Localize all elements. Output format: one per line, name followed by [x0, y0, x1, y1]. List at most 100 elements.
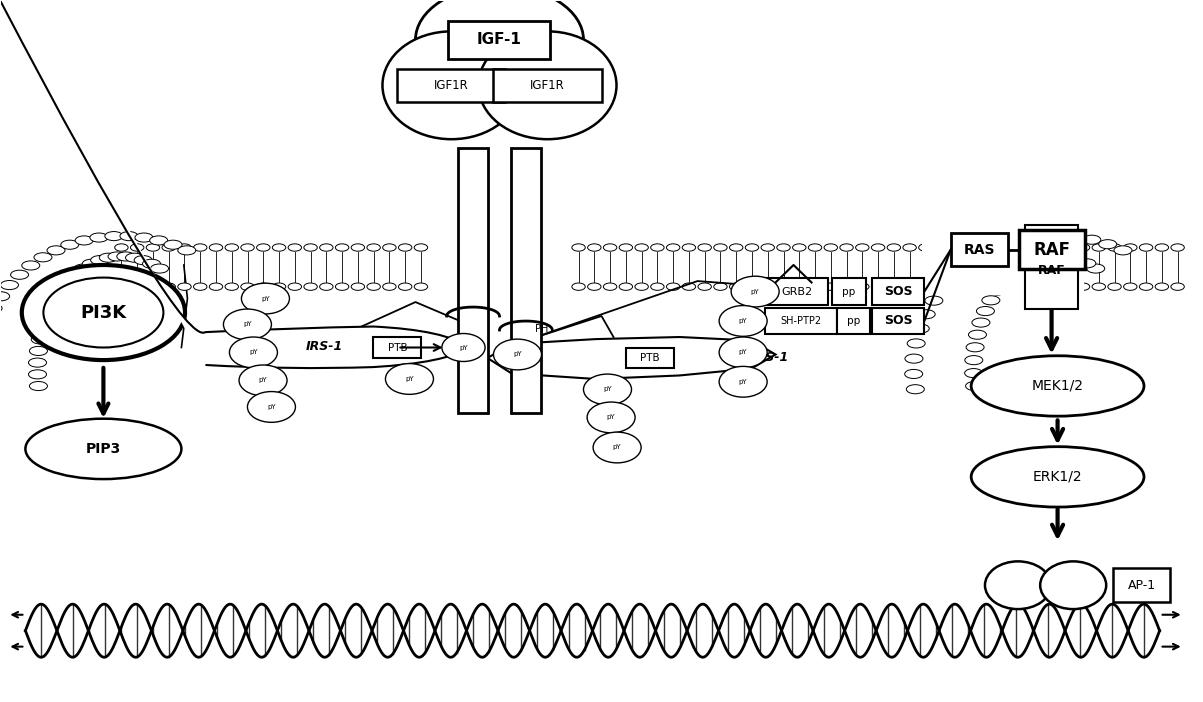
- Bar: [626, 347, 674, 369]
- Ellipse shape: [1061, 283, 1074, 291]
- Ellipse shape: [29, 346, 47, 355]
- Ellipse shape: [209, 244, 223, 251]
- Ellipse shape: [241, 283, 254, 291]
- Ellipse shape: [47, 293, 65, 303]
- Ellipse shape: [966, 244, 979, 251]
- Ellipse shape: [635, 283, 648, 291]
- Text: AP-1: AP-1: [1127, 578, 1156, 592]
- Ellipse shape: [272, 244, 286, 251]
- Ellipse shape: [385, 364, 433, 395]
- Bar: [511, 147, 541, 413]
- Ellipse shape: [903, 244, 917, 251]
- Ellipse shape: [1030, 255, 1048, 264]
- Ellipse shape: [982, 296, 1000, 305]
- Circle shape: [43, 277, 164, 347]
- Ellipse shape: [997, 244, 1011, 251]
- Ellipse shape: [761, 283, 775, 291]
- Ellipse shape: [142, 259, 160, 268]
- Ellipse shape: [968, 330, 986, 339]
- Ellipse shape: [903, 283, 917, 291]
- Ellipse shape: [604, 283, 617, 291]
- Ellipse shape: [383, 32, 521, 139]
- Ellipse shape: [583, 374, 632, 405]
- Ellipse shape: [871, 283, 884, 291]
- Ellipse shape: [1029, 244, 1043, 251]
- Text: pp: pp: [842, 286, 855, 296]
- Text: pY: pY: [267, 404, 275, 410]
- Ellipse shape: [698, 283, 711, 291]
- Ellipse shape: [114, 283, 129, 291]
- Ellipse shape: [604, 244, 617, 251]
- Text: SOS: SOS: [884, 314, 912, 327]
- Ellipse shape: [824, 283, 837, 291]
- Bar: [1113, 569, 1171, 602]
- Ellipse shape: [304, 283, 318, 291]
- Ellipse shape: [130, 283, 144, 291]
- Ellipse shape: [977, 307, 995, 316]
- Bar: [1019, 230, 1085, 269]
- Ellipse shape: [1108, 244, 1121, 251]
- Bar: [832, 278, 865, 305]
- Ellipse shape: [682, 283, 695, 291]
- Ellipse shape: [593, 432, 641, 463]
- Text: pY: pY: [405, 376, 414, 382]
- Ellipse shape: [620, 283, 633, 291]
- Ellipse shape: [29, 381, 47, 390]
- Ellipse shape: [225, 244, 238, 251]
- Ellipse shape: [147, 283, 160, 291]
- Ellipse shape: [971, 356, 1144, 416]
- Ellipse shape: [11, 270, 29, 279]
- Ellipse shape: [336, 244, 349, 251]
- Ellipse shape: [0, 281, 18, 290]
- Ellipse shape: [1092, 244, 1106, 251]
- Text: pY: pY: [739, 350, 747, 355]
- Ellipse shape: [29, 370, 47, 379]
- Ellipse shape: [336, 283, 349, 291]
- Text: IGF1R: IGF1R: [434, 79, 469, 92]
- Bar: [837, 307, 870, 334]
- Ellipse shape: [966, 343, 984, 352]
- Text: SOS: SOS: [884, 285, 912, 298]
- Ellipse shape: [587, 402, 635, 433]
- Ellipse shape: [320, 283, 333, 291]
- Text: IGF-1: IGF-1: [478, 32, 522, 47]
- Ellipse shape: [1171, 244, 1184, 251]
- Ellipse shape: [905, 354, 923, 363]
- Ellipse shape: [919, 283, 932, 291]
- Bar: [1025, 225, 1078, 309]
- Ellipse shape: [479, 32, 616, 139]
- Ellipse shape: [935, 284, 953, 293]
- Ellipse shape: [178, 283, 191, 291]
- Ellipse shape: [224, 309, 272, 340]
- Text: RAS: RAS: [964, 243, 995, 257]
- Ellipse shape: [37, 313, 55, 322]
- Ellipse shape: [42, 303, 60, 312]
- Ellipse shape: [61, 240, 79, 249]
- Ellipse shape: [248, 392, 296, 423]
- Ellipse shape: [414, 244, 427, 251]
- Bar: [427, 239, 571, 295]
- Ellipse shape: [53, 284, 71, 293]
- Ellipse shape: [1124, 283, 1137, 291]
- Text: RAF: RAF: [1033, 241, 1071, 258]
- Text: RAF: RAF: [1038, 264, 1066, 277]
- Ellipse shape: [1077, 283, 1090, 291]
- Ellipse shape: [209, 283, 223, 291]
- Ellipse shape: [808, 283, 822, 291]
- Text: pY: pY: [261, 296, 269, 302]
- Bar: [452, 236, 547, 298]
- Ellipse shape: [777, 283, 790, 291]
- Text: IRS-1: IRS-1: [307, 340, 343, 352]
- Text: PH: PH: [235, 313, 248, 323]
- Ellipse shape: [194, 283, 207, 291]
- Ellipse shape: [719, 366, 768, 397]
- Text: GRB2: GRB2: [782, 286, 813, 296]
- Ellipse shape: [731, 276, 780, 307]
- Text: PH: PH: [535, 324, 549, 333]
- Ellipse shape: [256, 244, 269, 251]
- Ellipse shape: [383, 283, 396, 291]
- Ellipse shape: [950, 244, 964, 251]
- Bar: [766, 278, 829, 305]
- Ellipse shape: [242, 283, 290, 314]
- Ellipse shape: [651, 244, 664, 251]
